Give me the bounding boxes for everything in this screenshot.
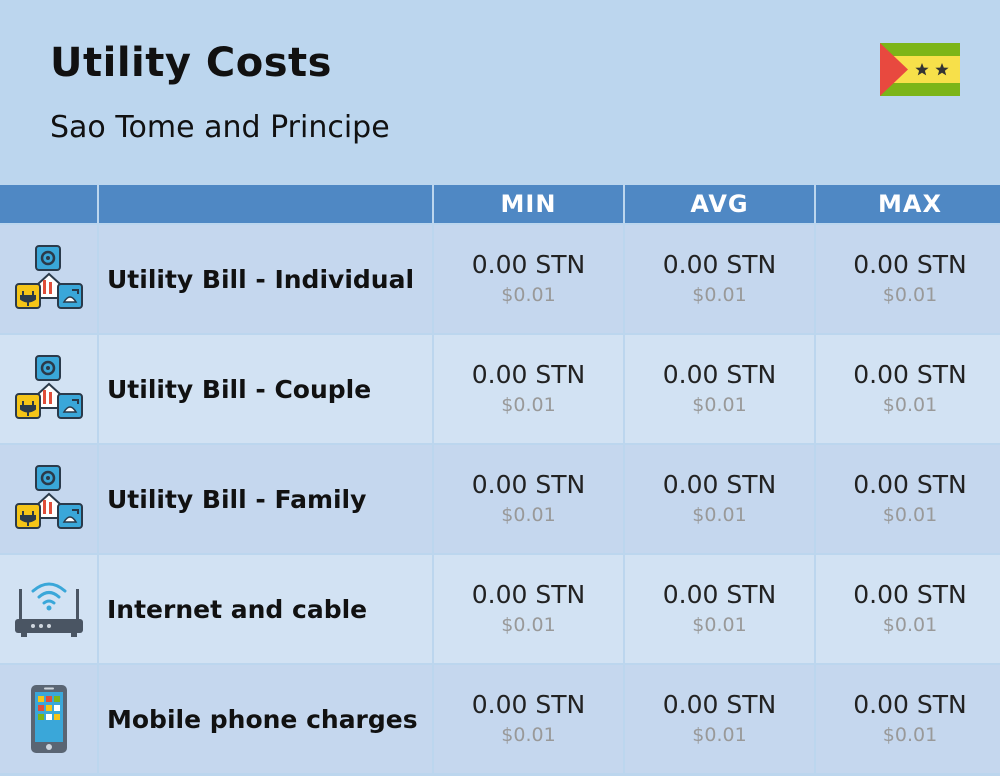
- avg-cell: 0.00 STN $0.01: [625, 665, 814, 773]
- max-cell: 0.00 STN $0.01: [816, 225, 1000, 333]
- table-row-icon: [0, 555, 97, 663]
- min-cell: 0.00 STN $0.01: [434, 335, 623, 443]
- avg-value: 0.00 STN: [662, 250, 777, 279]
- max-value: 0.00 STN: [853, 470, 967, 499]
- min-value: 0.00 STN: [471, 250, 586, 279]
- max-value: 0.00 STN: [853, 250, 967, 279]
- min-usd: $0.01: [501, 724, 556, 746]
- avg-value: 0.00 STN: [662, 470, 777, 499]
- row-label: Utility Bill - Individual: [99, 225, 432, 333]
- max-value: 0.00 STN: [853, 580, 967, 609]
- table-row-icon: [0, 225, 97, 333]
- avg-cell: 0.00 STN $0.01: [625, 445, 814, 553]
- table-row-icon: [0, 445, 97, 553]
- sao-tome-flag-icon: [880, 43, 960, 96]
- row-label: Internet and cable: [99, 555, 432, 663]
- min-usd: $0.01: [501, 284, 556, 306]
- min-usd: $0.01: [501, 614, 556, 636]
- wifi-router-icon: [14, 582, 83, 637]
- table-row-icon: [0, 665, 97, 773]
- max-cell: 0.00 STN $0.01: [816, 445, 1000, 553]
- table-row-icon: [0, 335, 97, 443]
- avg-usd: $0.01: [692, 504, 747, 526]
- min-usd: $0.01: [501, 394, 556, 416]
- header-max: MAX: [816, 185, 1000, 223]
- cost-table: MIN AVG MAX Utility Bill - Individual 0.…: [0, 185, 1000, 773]
- avg-cell: 0.00 STN $0.01: [625, 335, 814, 443]
- header-label-col: [99, 185, 432, 223]
- max-cell: 0.00 STN $0.01: [816, 555, 1000, 663]
- row-label: Mobile phone charges: [99, 665, 432, 773]
- header-icon-col: [0, 185, 97, 223]
- page-title: Utility Costs: [50, 40, 332, 86]
- avg-usd: $0.01: [692, 614, 747, 636]
- avg-usd: $0.01: [692, 284, 747, 306]
- min-value: 0.00 STN: [471, 360, 586, 389]
- max-usd: $0.01: [882, 614, 938, 636]
- min-usd: $0.01: [501, 504, 556, 526]
- row-label: Utility Bill - Couple: [99, 335, 432, 443]
- min-cell: 0.00 STN $0.01: [434, 665, 623, 773]
- utility-bill-icon: [14, 465, 83, 529]
- avg-usd: $0.01: [692, 724, 747, 746]
- avg-value: 0.00 STN: [662, 580, 777, 609]
- avg-usd: $0.01: [692, 394, 747, 416]
- avg-cell: 0.00 STN $0.01: [625, 225, 814, 333]
- min-value: 0.00 STN: [471, 690, 586, 719]
- utility-bill-icon: [14, 245, 83, 309]
- max-usd: $0.01: [882, 724, 938, 746]
- min-value: 0.00 STN: [471, 580, 586, 609]
- max-cell: 0.00 STN $0.01: [816, 335, 1000, 443]
- max-usd: $0.01: [882, 284, 938, 306]
- min-value: 0.00 STN: [471, 470, 586, 499]
- min-cell: 0.00 STN $0.01: [434, 445, 623, 553]
- utility-bill-icon: [14, 355, 83, 419]
- max-usd: $0.01: [882, 394, 938, 416]
- max-usd: $0.01: [882, 504, 938, 526]
- avg-value: 0.00 STN: [662, 360, 777, 389]
- min-cell: 0.00 STN $0.01: [434, 225, 623, 333]
- max-cell: 0.00 STN $0.01: [816, 665, 1000, 773]
- max-value: 0.00 STN: [853, 360, 967, 389]
- avg-cell: 0.00 STN $0.01: [625, 555, 814, 663]
- row-label: Utility Bill - Family: [99, 445, 432, 553]
- avg-value: 0.00 STN: [662, 690, 777, 719]
- max-value: 0.00 STN: [853, 690, 967, 719]
- mobile-phone-icon: [30, 685, 67, 753]
- header-min: MIN: [434, 185, 623, 223]
- min-cell: 0.00 STN $0.01: [434, 555, 623, 663]
- header-avg: AVG: [625, 185, 814, 223]
- page-subtitle: Sao Tome and Principe: [50, 110, 390, 145]
